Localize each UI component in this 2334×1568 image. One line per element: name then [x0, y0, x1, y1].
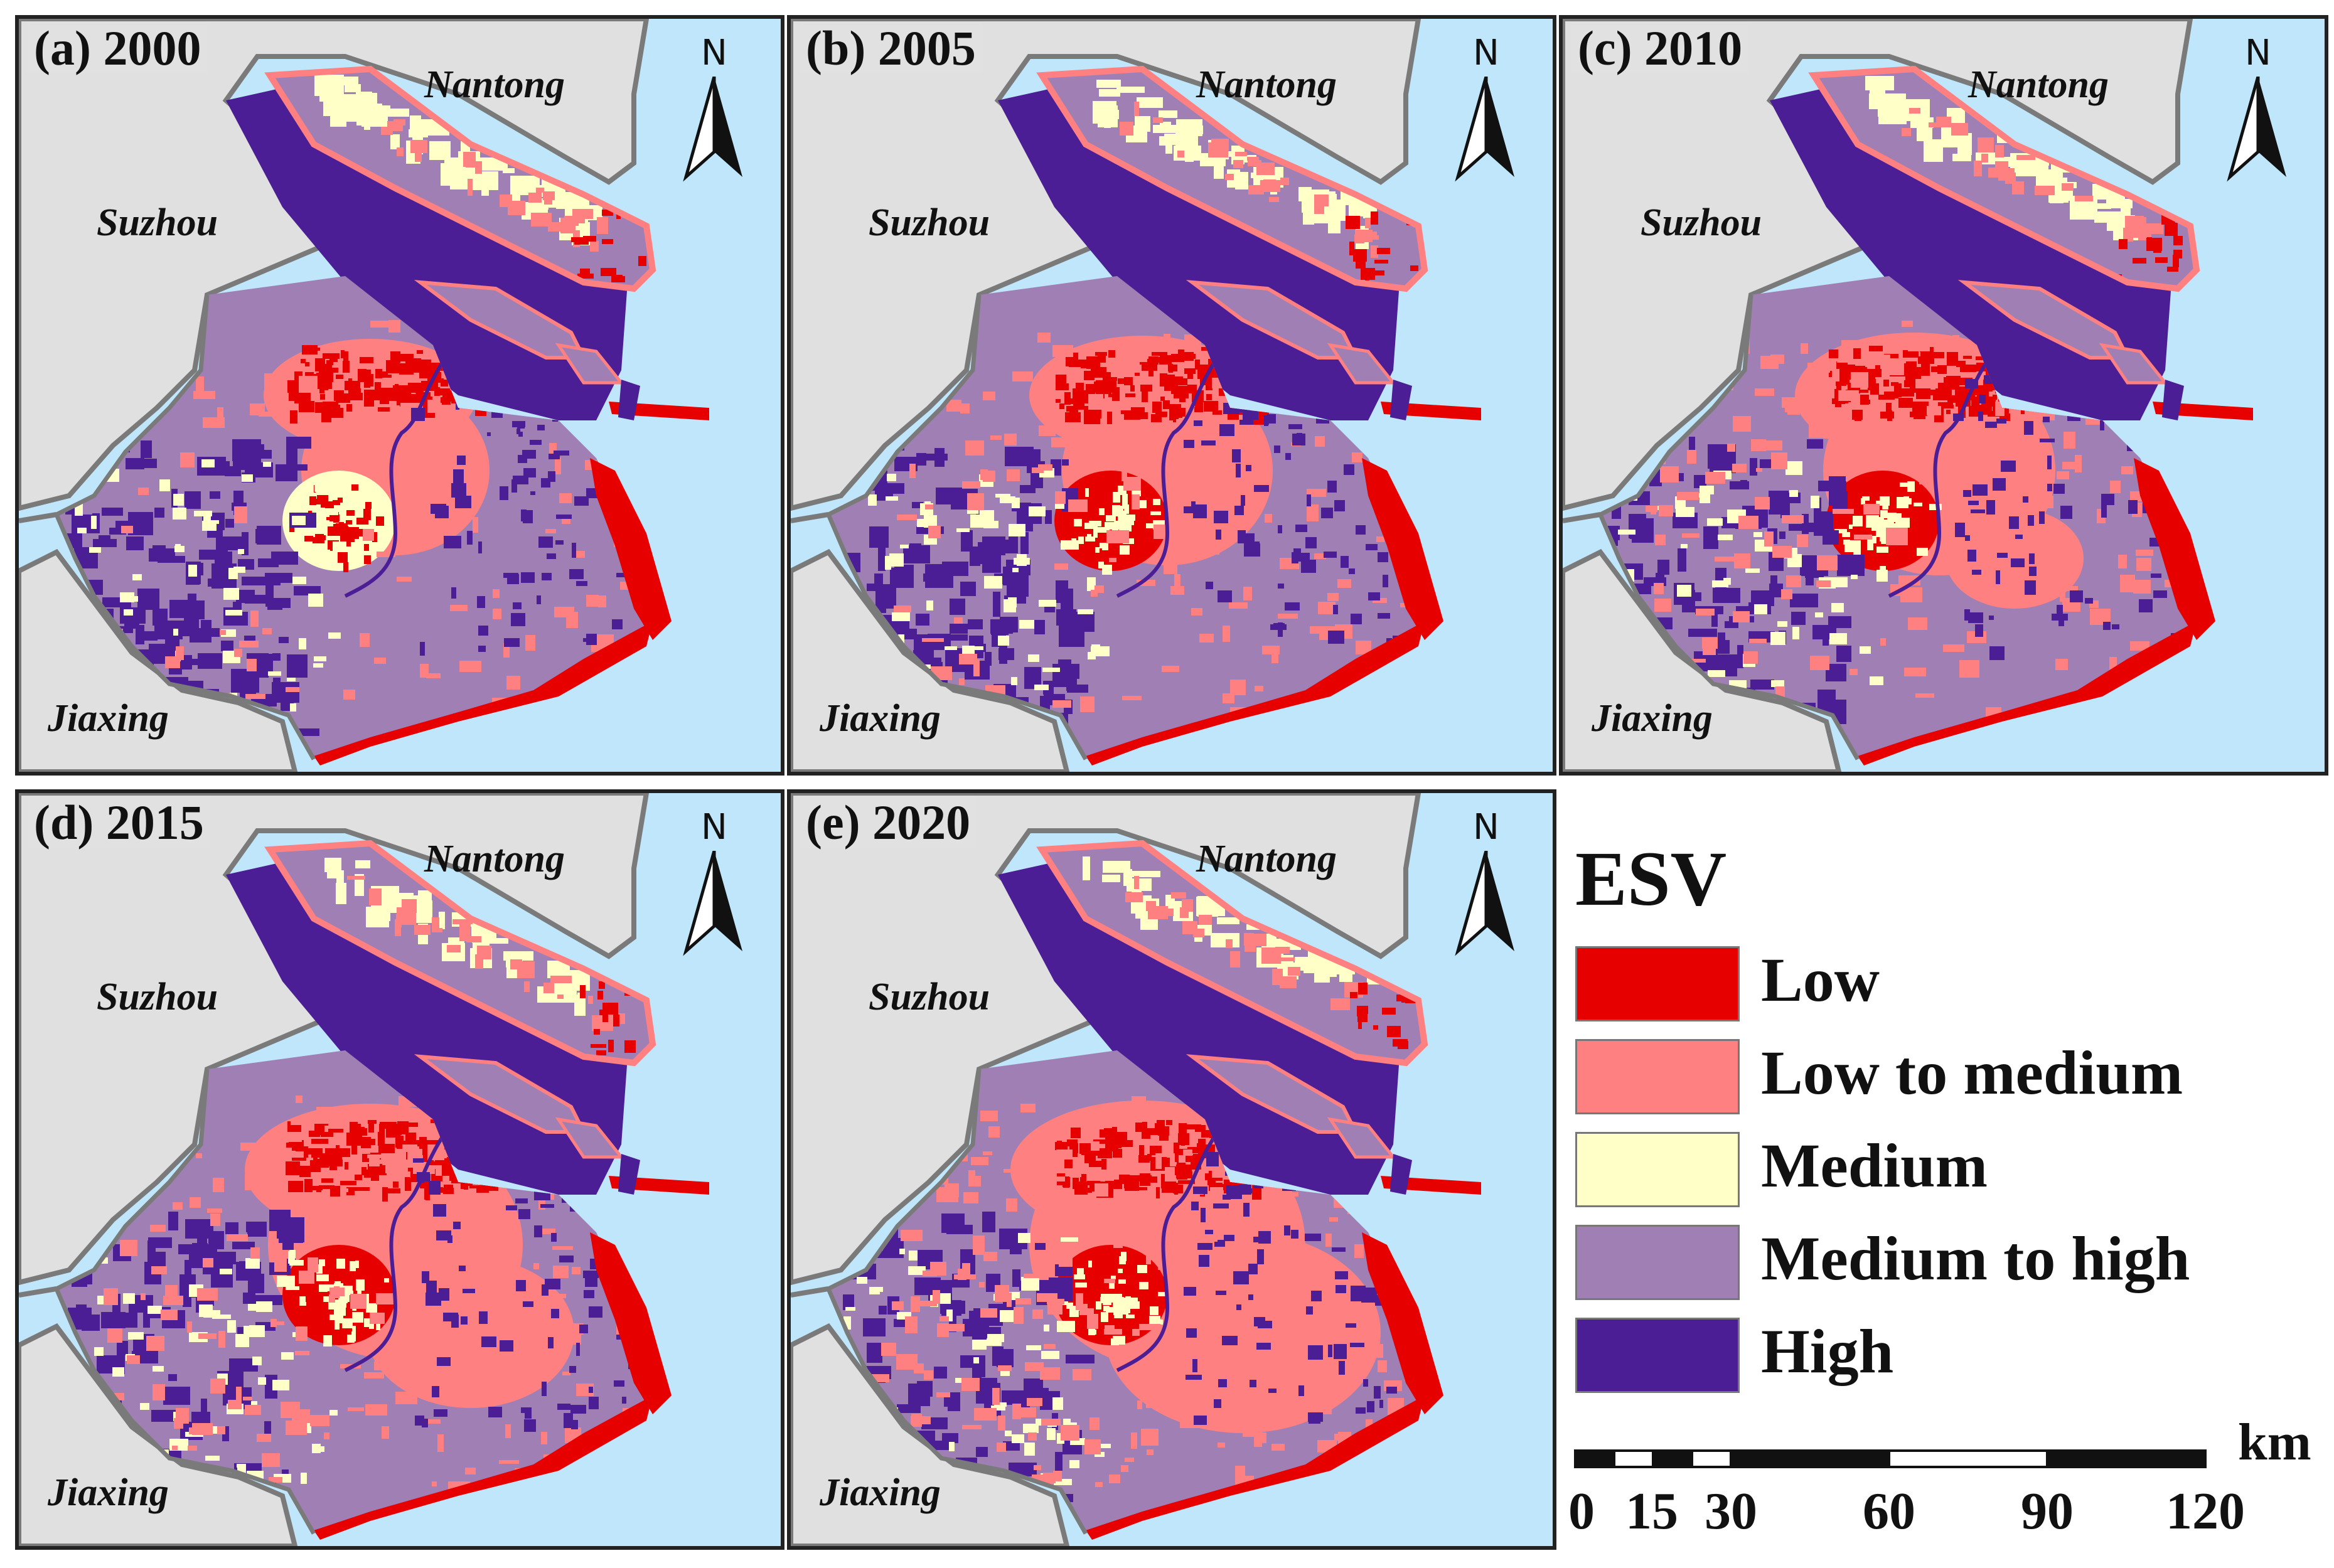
legend-swatch-medium: [1575, 1132, 1740, 1207]
city-label-jiaxing: Jiaxing: [48, 697, 169, 740]
map-panel-2015: (d) 2015 Nantong Suzhou Jiaxing N: [15, 789, 784, 1550]
scale-tick-label: 30: [1705, 1482, 1757, 1540]
legend-label-low-to-medium: Low to medium: [1761, 1038, 2183, 1107]
city-label-suzhou: Suzhou: [97, 201, 218, 244]
scale-segment: [1730, 1449, 1890, 1468]
city-label-jiaxing: Jiaxing: [820, 697, 941, 740]
north-arrow-icon: N: [1448, 33, 1524, 189]
scale-segment: [2046, 1449, 2207, 1468]
scale-segment: [1888, 1449, 2048, 1468]
scale-segment: [1574, 1449, 1615, 1468]
city-label-nantong: Nantong: [1968, 63, 2109, 106]
map-panel-2010: (c) 2010 Nantong Suzhou Jiaxing N: [1559, 15, 2328, 776]
legend-label-medium-to-high: Medium to high: [1761, 1224, 2190, 1293]
map-panel-2000: (a) 2000 Nantong Suzhou Jiaxing N: [15, 15, 784, 776]
north-arrow-icon: N: [2220, 33, 2296, 189]
map-panel-2020: (e) 2020 Nantong Suzhou Jiaxing N: [787, 789, 1556, 1550]
panel-label: (b) 2005: [800, 23, 982, 74]
map-image: [19, 793, 709, 1546]
panel-label: (c) 2010: [1571, 23, 1749, 74]
map-image: [791, 19, 1481, 772]
north-letter: N: [701, 807, 727, 848]
panel-label: (d) 2015: [28, 797, 210, 848]
map-image: [19, 19, 709, 772]
scale-segment: [1652, 1449, 1693, 1468]
scale-tick-label: 120: [2166, 1482, 2245, 1540]
scale-tick-label: 60: [1863, 1482, 1915, 1540]
legend-swatch-low-to-medium: [1575, 1039, 1740, 1114]
city-label-suzhou: Suzhou: [1641, 201, 1762, 244]
legend-swatch-high: [1575, 1318, 1740, 1393]
scale-unit: km: [2238, 1413, 2311, 1471]
city-label-nantong: Nantong: [424, 63, 565, 106]
north-arrow-icon: N: [1448, 807, 1524, 964]
city-label-suzhou: Suzhou: [869, 201, 990, 244]
north-letter: N: [701, 33, 727, 73]
scale-tick-label: 0: [1568, 1482, 1595, 1540]
legend-item-low: Low: [1575, 945, 2316, 1023]
legend: ESV Low Low to medium Medium Medium to h…: [1569, 835, 2322, 1431]
legend-item-low-to-medium: Low to medium: [1575, 1038, 2316, 1116]
north-letter: N: [1473, 33, 1499, 73]
city-label-suzhou: Suzhou: [97, 976, 218, 1018]
north-arrow-icon: N: [677, 33, 752, 189]
legend-label-low: Low: [1761, 945, 1880, 1015]
legend-swatch-medium-to-high: [1575, 1225, 1740, 1300]
scale-bar: km 0 15 30 60 90 120: [1568, 1413, 2327, 1550]
scale-tick-label: 15: [1625, 1482, 1678, 1540]
city-label-jiaxing: Jiaxing: [48, 1471, 169, 1514]
legend-label-high: High: [1761, 1316, 1894, 1386]
legend-swatch-low: [1575, 946, 1740, 1021]
legend-item-medium-to-high: Medium to high: [1575, 1224, 2316, 1301]
scale-segment: [1691, 1449, 1732, 1468]
north-letter: N: [2245, 33, 2271, 73]
city-label-suzhou: Suzhou: [869, 976, 990, 1018]
legend-title: ESV: [1575, 836, 1727, 922]
city-label-jiaxing: Jiaxing: [820, 1471, 941, 1514]
map-panel-2005: (b) 2005 Nantong Suzhou Jiaxing N: [787, 15, 1556, 776]
legend-label-medium: Medium: [1761, 1131, 1988, 1200]
legend-item-medium: Medium: [1575, 1131, 2316, 1208]
panel-label: (a) 2000: [28, 23, 208, 74]
legend-item-high: High: [1575, 1316, 2316, 1394]
city-label-nantong: Nantong: [424, 838, 565, 880]
map-image: [791, 793, 1481, 1546]
city-label-jiaxing: Jiaxing: [1592, 697, 1713, 740]
city-label-nantong: Nantong: [1196, 838, 1337, 880]
north-letter: N: [1473, 807, 1499, 848]
panel-label: (e) 2020: [800, 797, 977, 848]
scale-tick-label: 90: [2021, 1482, 2074, 1540]
map-image: [1563, 19, 2253, 772]
scale-segment: [1613, 1449, 1654, 1468]
city-label-nantong: Nantong: [1196, 63, 1337, 106]
north-arrow-icon: N: [677, 807, 752, 964]
